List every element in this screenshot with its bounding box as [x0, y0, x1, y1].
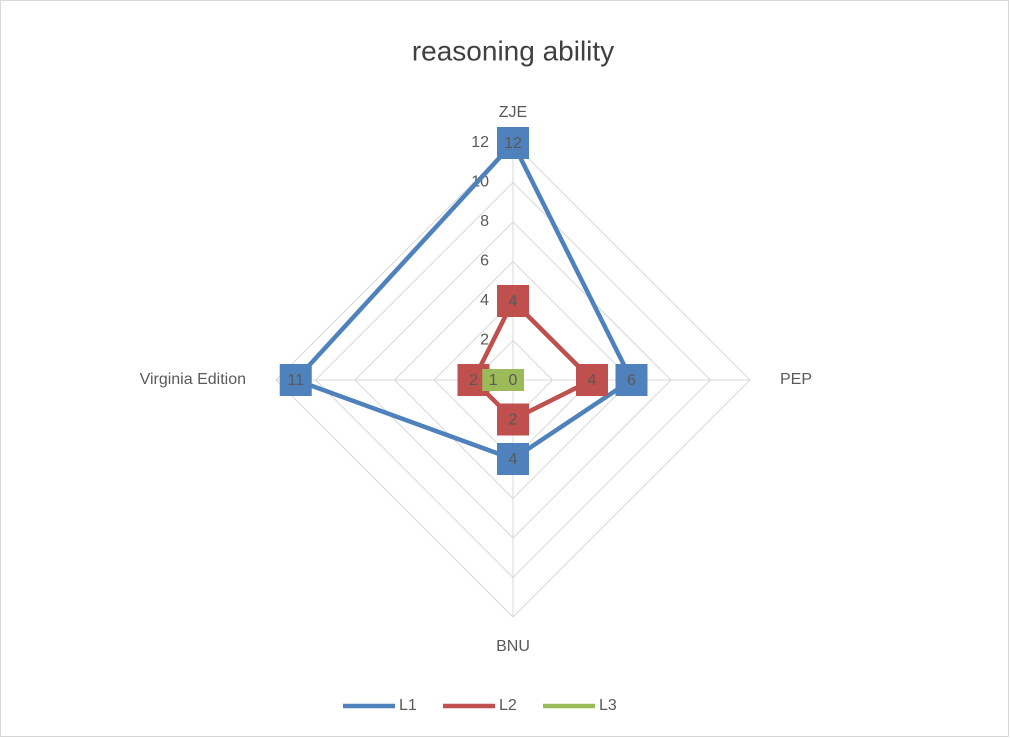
data-label: 6 [627, 372, 636, 389]
chart-title: reasoning ability [412, 35, 614, 66]
data-marker [497, 285, 529, 317]
data-label: 11 [287, 372, 304, 389]
data-marker [497, 127, 529, 159]
category-label: BNU [496, 638, 530, 655]
r-tick-label: 12 [471, 134, 489, 151]
category-label: Virginia Edition [140, 371, 246, 388]
data-label: 4 [509, 451, 518, 468]
r-tick-label: 2 [480, 332, 489, 349]
legend-label: L1 [399, 697, 417, 714]
data-label: 2 [469, 372, 478, 389]
data-label: 4 [588, 372, 597, 389]
data-label: 2 [509, 412, 518, 429]
data-label: 1 [489, 372, 498, 389]
category-label: ZJE [499, 104, 527, 121]
data-marker [482, 369, 505, 391]
category-label: PEP [780, 371, 812, 388]
data-marker [279, 364, 312, 396]
legend-label: L2 [499, 697, 517, 714]
r-tick-label: 6 [480, 253, 489, 270]
data-marker [497, 403, 529, 436]
legend-label: L3 [599, 697, 617, 714]
data-marker [497, 443, 529, 475]
data-label: 12 [504, 135, 522, 152]
data-marker [615, 364, 648, 396]
data-marker [502, 369, 524, 391]
data-label: 0 [509, 372, 518, 389]
r-tick-label: 4 [480, 292, 489, 309]
r-tick-label: 8 [480, 213, 489, 230]
data-marker [576, 364, 608, 396]
data-label: 4 [509, 293, 518, 310]
